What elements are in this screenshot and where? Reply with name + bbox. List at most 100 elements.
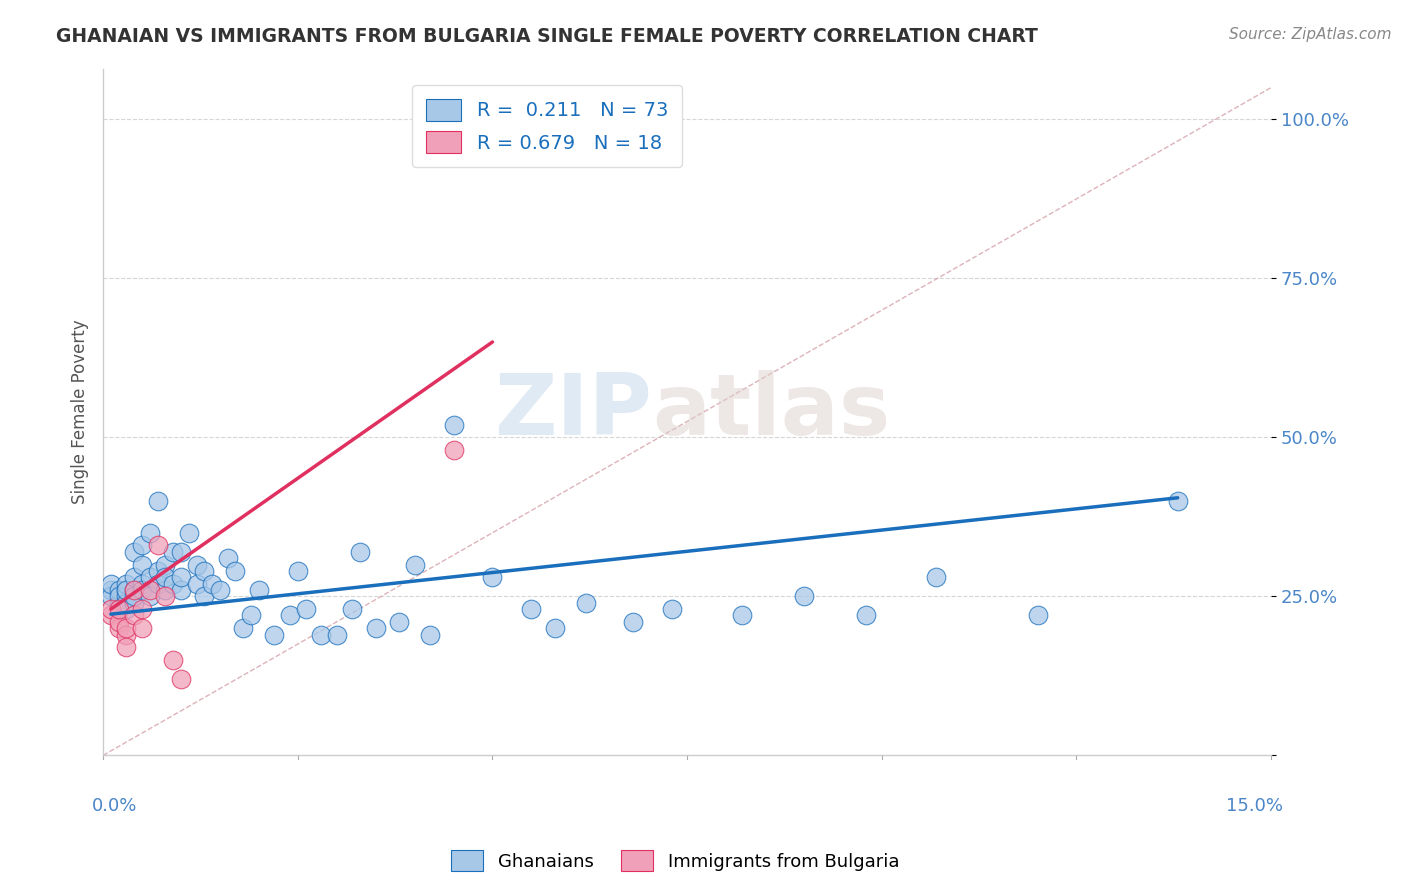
Point: [131, 576, 153, 591]
Point: [107, 621, 129, 635]
Point: [107, 615, 129, 629]
Point: [107, 590, 129, 604]
Text: atlas: atlas: [652, 370, 890, 453]
Point: [131, 558, 153, 572]
Point: [170, 582, 193, 597]
Y-axis label: Single Female Poverty: Single Female Poverty: [72, 319, 89, 504]
Point: [115, 590, 138, 604]
Point: [177, 525, 200, 540]
Point: [131, 539, 153, 553]
Point: [162, 576, 184, 591]
Point: [170, 545, 193, 559]
Point: [294, 602, 316, 616]
Point: [115, 582, 138, 597]
Point: [107, 602, 129, 616]
Point: [170, 672, 193, 686]
Point: [124, 582, 146, 597]
Point: [115, 627, 138, 641]
Point: [404, 558, 426, 572]
Point: [575, 596, 598, 610]
Point: [100, 602, 122, 616]
Point: [342, 602, 364, 616]
Point: [263, 627, 285, 641]
Point: [419, 627, 441, 641]
Point: [107, 582, 129, 597]
Legend: Ghanaians, Immigrants from Bulgaria: Ghanaians, Immigrants from Bulgaria: [443, 843, 907, 879]
Point: [107, 602, 129, 616]
Point: [1026, 608, 1049, 623]
Point: [240, 608, 263, 623]
Point: [115, 596, 138, 610]
Text: 15.0%: 15.0%: [1226, 797, 1282, 814]
Point: [115, 640, 138, 655]
Point: [224, 564, 246, 578]
Point: [208, 582, 231, 597]
Point: [793, 590, 815, 604]
Point: [139, 570, 162, 584]
Point: [855, 608, 877, 623]
Point: [155, 570, 177, 584]
Point: [131, 582, 153, 597]
Point: [146, 494, 169, 508]
Point: [247, 582, 270, 597]
Point: [115, 576, 138, 591]
Point: [146, 576, 169, 591]
Point: [481, 570, 503, 584]
Point: [146, 564, 169, 578]
Point: [139, 525, 162, 540]
Point: [124, 582, 146, 597]
Point: [155, 582, 177, 597]
Point: [925, 570, 948, 584]
Point: [124, 608, 146, 623]
Point: [100, 608, 122, 623]
Point: [115, 602, 138, 616]
Point: [115, 621, 138, 635]
Point: [162, 653, 184, 667]
Legend: R =  0.211   N = 73, R = 0.679   N = 18: R = 0.211 N = 73, R = 0.679 N = 18: [412, 85, 682, 167]
Point: [146, 539, 169, 553]
Point: [131, 621, 153, 635]
Text: GHANAIAN VS IMMIGRANTS FROM BULGARIA SINGLE FEMALE POVERTY CORRELATION CHART: GHANAIAN VS IMMIGRANTS FROM BULGARIA SIN…: [56, 27, 1038, 45]
Point: [309, 627, 332, 641]
Point: [170, 570, 193, 584]
Point: [186, 558, 208, 572]
Point: [443, 443, 465, 458]
Point: [364, 621, 387, 635]
Point: [349, 545, 371, 559]
Point: [155, 558, 177, 572]
Point: [217, 551, 239, 566]
Point: [139, 590, 162, 604]
Point: [124, 596, 146, 610]
Point: [520, 602, 543, 616]
Point: [131, 602, 153, 616]
Point: [325, 627, 347, 641]
Point: [621, 615, 644, 629]
Point: [139, 582, 162, 597]
Point: [287, 564, 309, 578]
Point: [544, 621, 567, 635]
Point: [193, 564, 215, 578]
Point: [100, 576, 122, 591]
Point: [124, 545, 146, 559]
Point: [100, 590, 122, 604]
Point: [124, 570, 146, 584]
Point: [232, 621, 254, 635]
Point: [278, 608, 301, 623]
Point: [661, 602, 683, 616]
Text: 0.0%: 0.0%: [91, 797, 136, 814]
Text: ZIP: ZIP: [495, 370, 652, 453]
Text: Source: ZipAtlas.com: Source: ZipAtlas.com: [1229, 27, 1392, 42]
Point: [124, 590, 146, 604]
Point: [1167, 494, 1189, 508]
Point: [115, 582, 138, 597]
Point: [162, 545, 184, 559]
Point: [107, 596, 129, 610]
Point: [730, 608, 752, 623]
Point: [443, 417, 465, 432]
Point: [388, 615, 411, 629]
Point: [100, 582, 122, 597]
Point: [155, 590, 177, 604]
Point: [193, 590, 215, 604]
Point: [186, 576, 208, 591]
Point: [201, 576, 224, 591]
